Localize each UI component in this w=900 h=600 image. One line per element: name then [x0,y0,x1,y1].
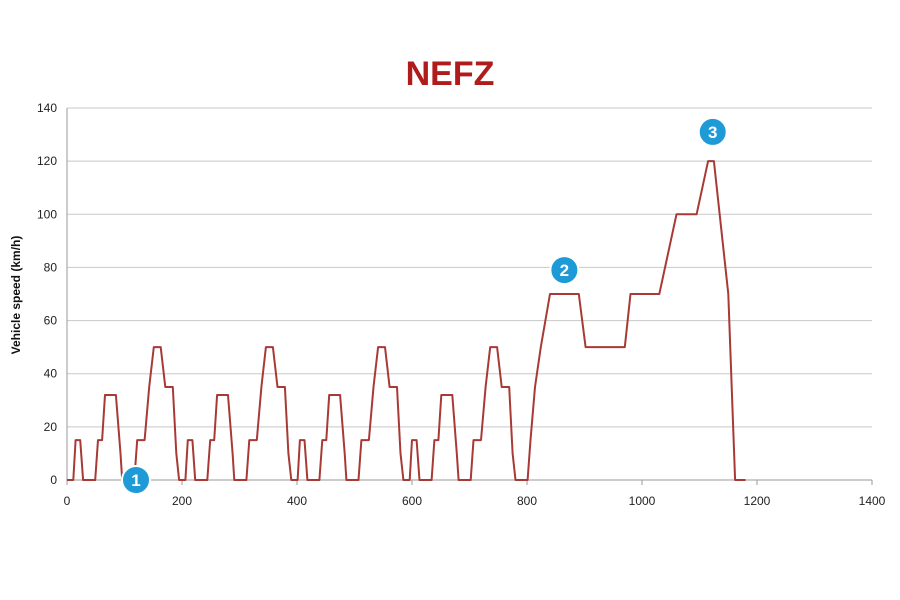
y-tick-label: 120 [37,154,57,168]
x-tick-label: 600 [402,494,422,508]
y-tick-label: 140 [37,101,57,115]
x-tick-label: 0 [64,494,71,508]
y-tick-label: 100 [37,207,57,221]
y-tick-label: 20 [44,420,58,434]
y-axis-label: Vehicle speed (km/h) [9,236,23,355]
chart-title: NEFZ [405,55,495,93]
marker-label: 2 [560,261,569,280]
x-tick-label: 400 [287,494,307,508]
marker-circle [549,255,580,286]
marker-label: 1 [131,471,140,490]
annotation-markers: 1 2 3 [121,116,728,495]
marker-circle [697,116,728,147]
y-tick-label: 60 [44,314,58,328]
annotation-marker: 3 [697,116,728,147]
gridlines [67,107,872,428]
marker-label: 3 [708,123,717,142]
y-tick-label: 0 [50,473,57,487]
axes [66,108,873,485]
series-line [67,160,746,481]
x-tick-label: 1000 [629,494,656,508]
x-tick-label: 200 [172,494,192,508]
y-tick-label: 40 [44,367,58,381]
x-tick-label: 1400 [859,494,886,508]
annotation-marker: 2 [549,255,580,286]
y-tick-label: 80 [44,260,58,274]
x-tick-label: 1200 [744,494,771,508]
marker-circle [121,465,151,495]
x-tick-label: 800 [517,494,537,508]
series-layer [67,160,746,481]
annotation-marker: 1 [121,465,151,495]
